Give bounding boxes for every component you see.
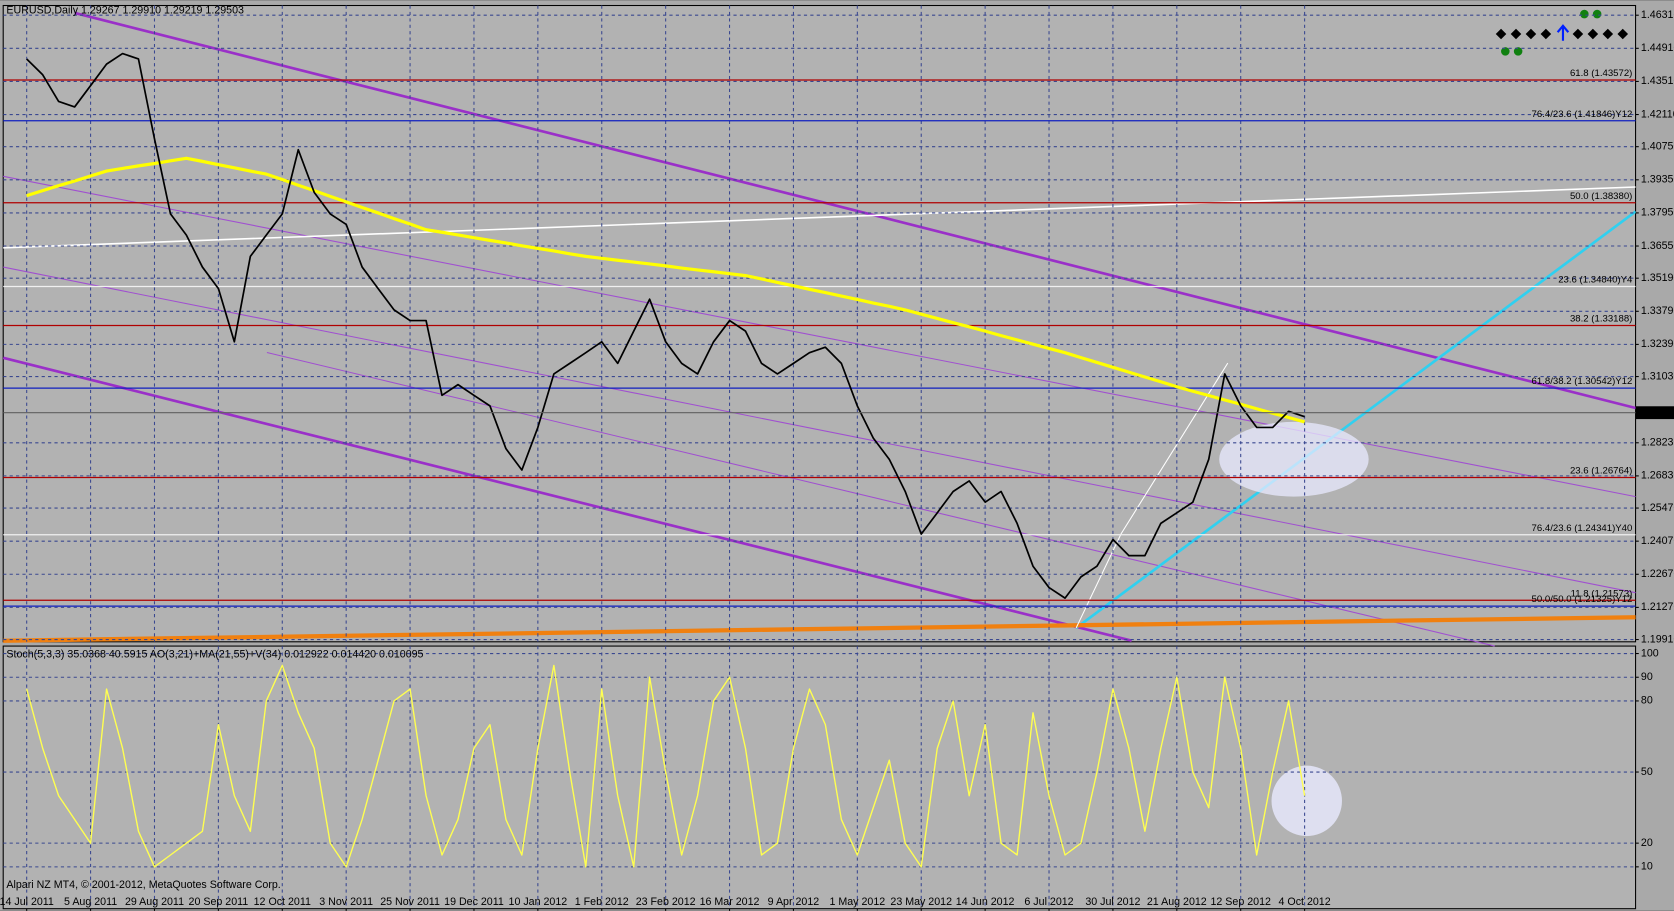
y-tick-label: 1.21270 [1641,601,1674,613]
oscillator-title: Stoch(5,3,3) 35.0368 40.5915 AO(3,21)+MA… [6,648,423,660]
level-label: 61.8 (1.43572) [1570,68,1632,79]
x-tick-label: 5 Aug 2011 [64,896,117,908]
channel-line [74,11,1636,410]
x-tick-label: 16 Mar 2012 [700,896,760,908]
x-tick-label: 1 May 2012 [829,896,885,908]
y-tick-label: 1.44910 [1641,42,1674,54]
y-tick-label: 1.26830 [1641,470,1674,482]
y-tick-label: 10 [1641,861,1653,873]
level-label: 76.4/23.6 (1.24341)Y40 [1532,523,1633,534]
level-label: 11.8 (1.21573) [1571,588,1633,599]
x-tick-label: 30 Jul 2012 [1085,896,1140,908]
x-tick-label: 14 Jul 2011 [0,896,54,908]
x-tick-label: 4 Oct 2012 [1279,896,1331,908]
level-label: 38.2 (1.33188) [1570,314,1632,325]
ma-long [3,615,1636,643]
price-panel [2,4,1637,643]
channel-line [2,356,1132,643]
footer: Alpari NZ MT4, © 2001-2012, MetaQuotes S… [6,879,280,891]
y-tick-label: 80 [1641,695,1653,707]
trend-line [3,186,1636,249]
level-label: 61.8/38.2 (1.30542)Y12 [1532,376,1633,387]
x-tick-label: 12 Oct 2011 [254,896,311,908]
level-label: 50.0 (1.38380) [1570,191,1632,202]
series-line [26,52,1305,599]
signal-icons [1501,9,1602,56]
y-tick-label: 100 [1641,647,1659,659]
x-tick-label: 19 Dec 2011 [444,896,504,908]
x-tick-label: 1 Feb 2012 [575,896,629,908]
highlight [1271,765,1342,837]
current-price-box [1635,406,1674,420]
level-label: 50.0/50.0 (1.21325)Y12 [1532,594,1633,605]
drawings [2,5,1637,909]
y-tick-label: 50 [1641,766,1653,778]
x-tick-label: 14 Jun 2012 [956,896,1015,908]
x-tick-label: 9 Apr 2012 [768,896,820,908]
y-tick-label: 1.42110 [1641,108,1674,120]
level-label: 23.6 (1.26764) [1570,466,1632,477]
level-label: 76.4/23.6 (1.41846)Y12 [1532,109,1633,120]
x-tick-label: 23 Feb 2012 [636,896,696,908]
y-tick-label: 1.28230 [1641,437,1674,449]
y-tick-label: 1.37950 [1641,207,1674,219]
y-tick-label: 1.43510 [1641,75,1674,87]
x-tick-label: 21 Aug 2012 [1147,896,1207,908]
x-tick-label: 6 Jul 2012 [1024,896,1073,908]
y-tick-label: 1.39350 [1641,174,1674,186]
y-tick-label: 1.31030 [1641,370,1674,382]
x-tick-label: 3 Nov 2011 [319,896,373,908]
x-tick-label: 23 May 2012 [890,896,952,908]
x-tick-label: 12 Sep 2012 [1210,896,1271,908]
y-tick-label: 1.33790 [1641,305,1674,317]
arrow-icon [1556,24,1570,41]
oscillator-panel [2,645,1637,910]
y-tick-label: 1.40750 [1641,141,1674,153]
highlight [1219,421,1369,497]
y-tick-label: 1.32390 [1641,338,1674,350]
channel-line [3,266,1636,594]
y-tick-label: 1.25470 [1641,502,1674,514]
channel-line [266,351,1495,647]
y-tick-label: 1.24070 [1641,535,1674,547]
y-tick-label: 20 [1641,837,1653,849]
y-tick-label: 1.22670 [1641,568,1674,580]
y-tick-label: 1.35190 [1641,272,1674,284]
zigzag [1075,362,1229,629]
series-line [26,156,1306,424]
y-tick-label: 1.36550 [1641,240,1674,252]
series-line [26,664,1306,868]
x-tick-label: 25 Nov 2011 [380,896,440,908]
y-tick-label: 1.46310 [1641,9,1674,21]
x-tick-label: 10 Jan 2012 [509,896,568,908]
level-label: 23.6 (1.34840)Y4 [1558,275,1633,286]
chart-title: EURUSD,Daily 1.29267 1.29910 1.29219 1.2… [6,5,244,17]
trend-line [1075,210,1637,629]
y-tick-label: 1.19910 [1641,633,1674,645]
x-tick-label: 20 Sep 2011 [189,896,249,908]
current-price-label: 1.29503 [1639,406,1674,418]
y-tick-label: 90 [1641,671,1653,683]
x-tick-label: 29 Aug 2011 [125,896,184,908]
